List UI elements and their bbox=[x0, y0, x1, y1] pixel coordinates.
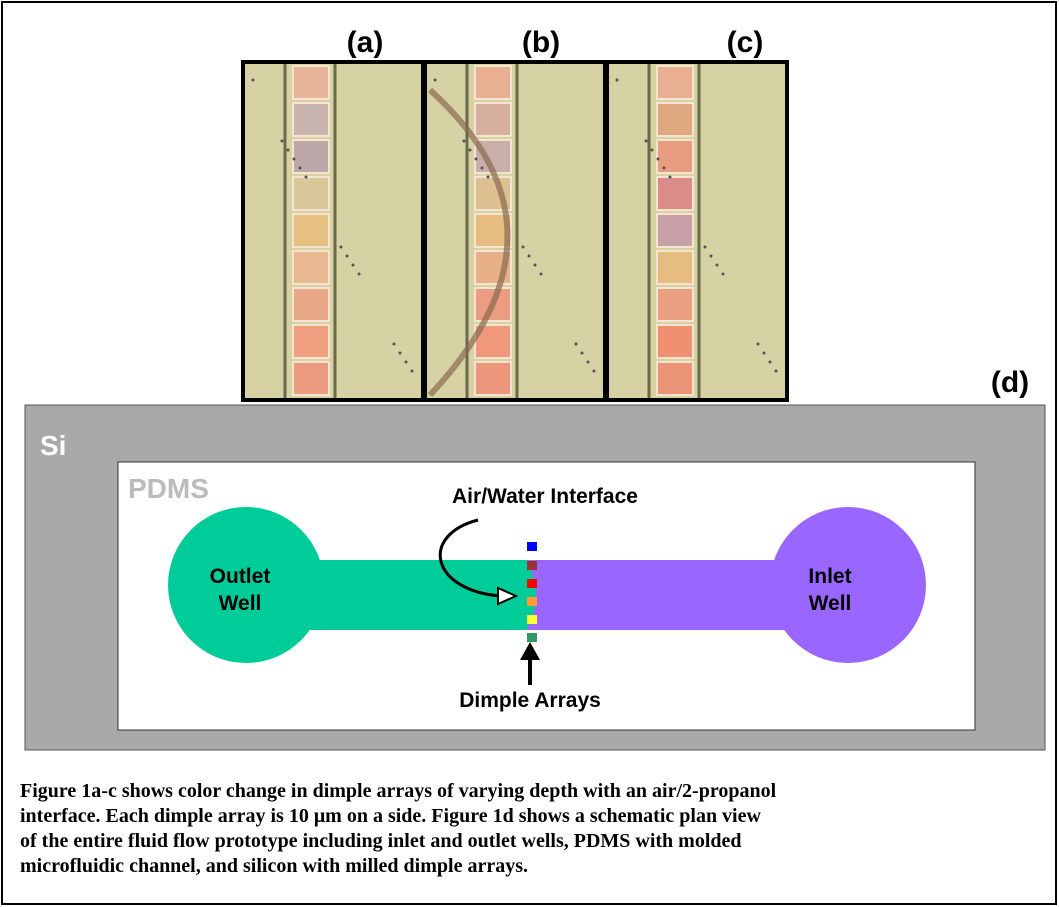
inlet-label: Inlet bbox=[808, 565, 851, 588]
panel-label: (a) bbox=[347, 26, 384, 59]
speck bbox=[434, 79, 437, 82]
si-label: Si bbox=[40, 430, 66, 461]
caption-line: microfluidic channel, and silicon with m… bbox=[20, 855, 528, 877]
dimple-square bbox=[475, 66, 511, 99]
dimple-square bbox=[293, 288, 329, 321]
speck bbox=[463, 140, 466, 143]
speck bbox=[487, 176, 490, 179]
speck bbox=[657, 158, 660, 161]
dimple-square bbox=[475, 103, 511, 136]
caption-line: interface. Each dimple array is 10 μm on… bbox=[20, 805, 761, 827]
dimple-square bbox=[657, 214, 693, 247]
speck bbox=[763, 352, 766, 355]
dimple-square bbox=[293, 66, 329, 99]
speck bbox=[645, 140, 648, 143]
dimples-label: Dimple Arrays bbox=[459, 689, 601, 712]
speck bbox=[757, 343, 760, 346]
speck bbox=[305, 176, 308, 179]
speck bbox=[475, 158, 478, 161]
pdms-label: PDMS bbox=[128, 473, 209, 504]
dimple-square bbox=[657, 288, 693, 321]
dimple-square bbox=[293, 140, 329, 173]
speck bbox=[287, 149, 290, 152]
speck bbox=[252, 79, 255, 82]
speck bbox=[587, 361, 590, 364]
speck bbox=[581, 352, 584, 355]
speck bbox=[358, 273, 361, 276]
dimple-square bbox=[657, 362, 693, 395]
panel-label: (b) bbox=[522, 26, 560, 59]
panel-label: (d) bbox=[991, 366, 1029, 399]
speck bbox=[281, 140, 284, 143]
dimple-square bbox=[293, 251, 329, 284]
micrograph bbox=[607, 62, 787, 400]
outlet-label: Well bbox=[219, 592, 262, 615]
speck bbox=[522, 246, 525, 249]
speck bbox=[528, 255, 531, 258]
outlet-label: Outlet bbox=[210, 565, 271, 588]
speck bbox=[775, 370, 778, 373]
dimple bbox=[527, 579, 537, 588]
speck bbox=[399, 352, 402, 355]
dimple bbox=[527, 615, 537, 624]
dimple-square bbox=[475, 362, 511, 395]
speck bbox=[616, 79, 619, 82]
speck bbox=[393, 343, 396, 346]
dimple-square bbox=[657, 103, 693, 136]
dimple-square bbox=[293, 177, 329, 210]
speck bbox=[593, 370, 596, 373]
speck bbox=[722, 273, 725, 276]
speck bbox=[575, 343, 578, 346]
speck bbox=[340, 246, 343, 249]
speck bbox=[346, 255, 349, 258]
dimple-square bbox=[293, 325, 329, 358]
dimple-square bbox=[657, 66, 693, 99]
dimple-square bbox=[657, 177, 693, 210]
speck bbox=[710, 255, 713, 258]
speck bbox=[651, 149, 654, 152]
speck bbox=[299, 167, 302, 170]
figure: (a) (b) (c) (d) Si PDMS Air/Water Interf… bbox=[0, 0, 1059, 907]
speck bbox=[716, 264, 719, 267]
dimple bbox=[527, 633, 537, 642]
speck bbox=[405, 361, 408, 364]
caption-line: of the entire fluid flow prototype inclu… bbox=[20, 830, 742, 852]
micrograph bbox=[243, 62, 423, 400]
speck bbox=[411, 370, 414, 373]
dimple-square bbox=[657, 140, 693, 173]
dimple bbox=[527, 542, 537, 551]
speck bbox=[352, 264, 355, 267]
caption-line: Figure 1a-c shows color change in dimple… bbox=[20, 780, 777, 802]
dimple bbox=[527, 561, 537, 570]
speck bbox=[704, 246, 707, 249]
speck bbox=[293, 158, 296, 161]
panel-label: (c) bbox=[727, 26, 764, 59]
speck bbox=[534, 264, 537, 267]
micrographs bbox=[243, 62, 787, 400]
interface-label: Air/Water Interface bbox=[452, 485, 638, 508]
speck bbox=[540, 273, 543, 276]
dimple-square bbox=[293, 362, 329, 395]
speck bbox=[481, 167, 484, 170]
dimple-square bbox=[657, 251, 693, 284]
dimple bbox=[527, 597, 537, 606]
speck bbox=[769, 361, 772, 364]
speck bbox=[669, 176, 672, 179]
dimple-square bbox=[293, 103, 329, 136]
inlet-label: Well bbox=[809, 592, 852, 615]
speck bbox=[663, 167, 666, 170]
dimple-square bbox=[293, 214, 329, 247]
speck bbox=[469, 149, 472, 152]
dimple-square bbox=[657, 325, 693, 358]
